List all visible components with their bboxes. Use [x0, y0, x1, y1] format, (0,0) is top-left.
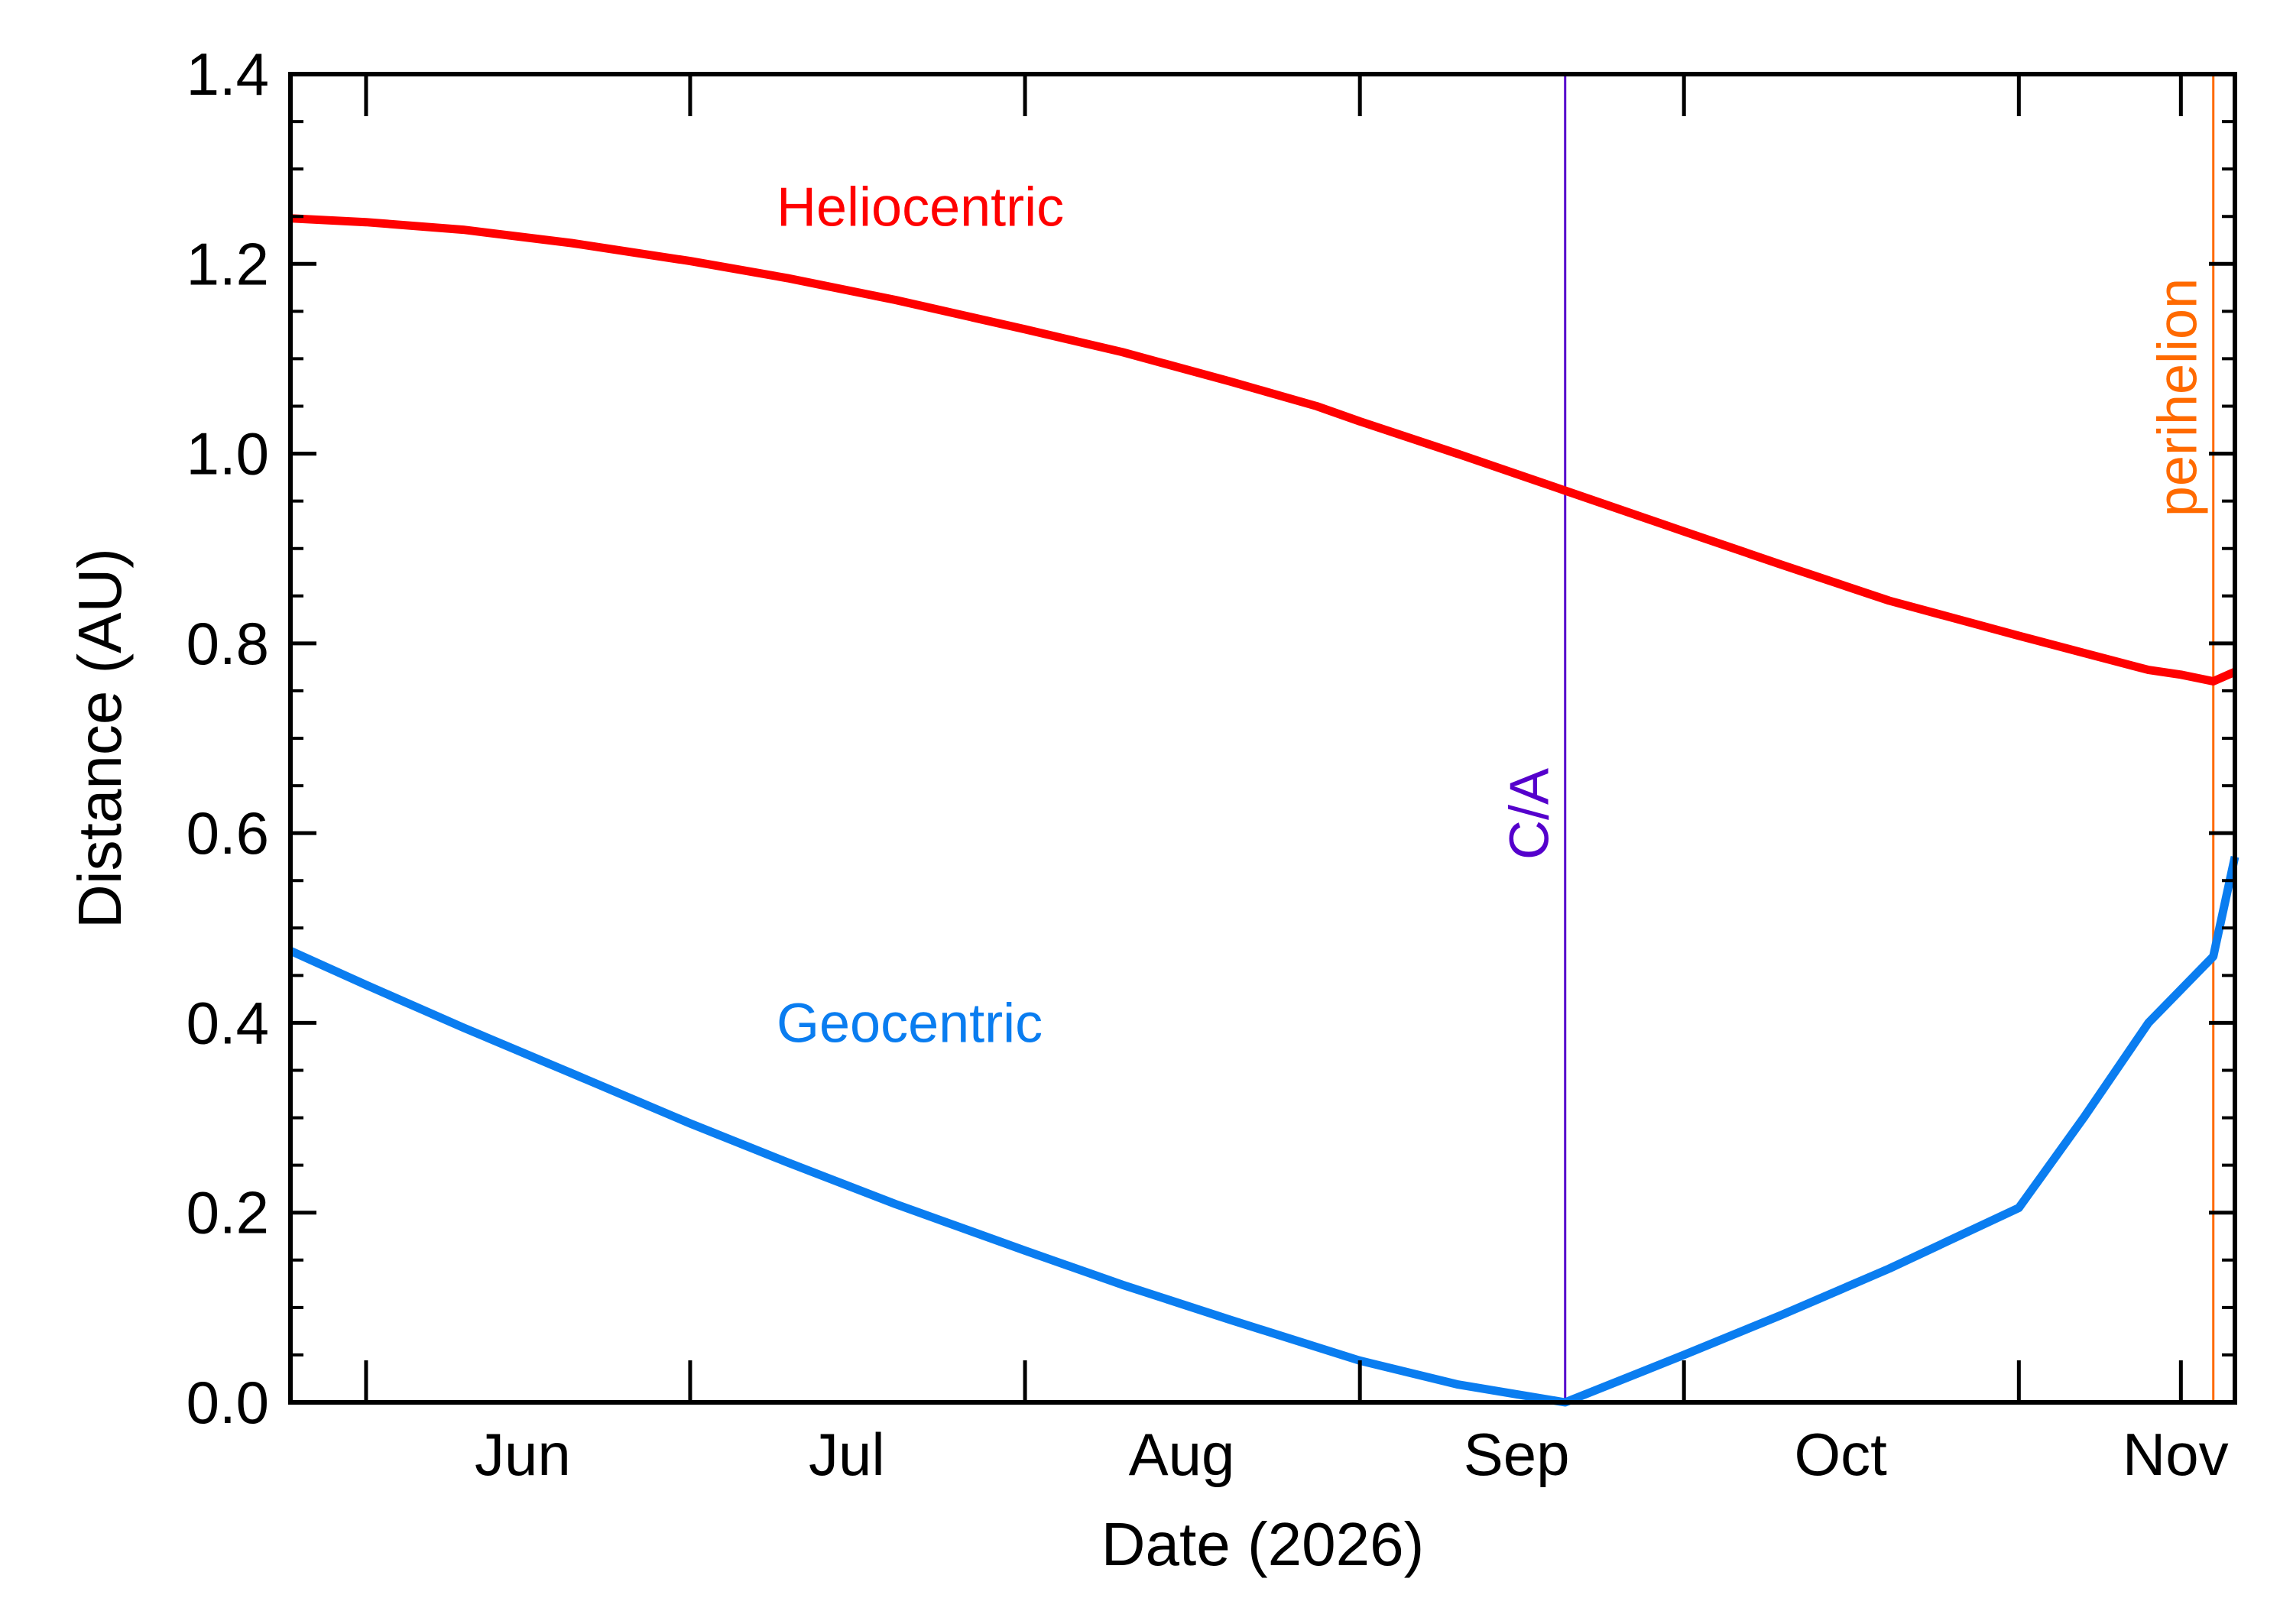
series-label-heliocentric: Heliocentric [777, 177, 1064, 238]
y-tick-label: 0.8 [186, 610, 269, 677]
plot-frame [288, 72, 2237, 1405]
y-tick-label: 1.0 [186, 420, 269, 488]
marker-label: perihelion [2148, 278, 2209, 517]
y-tick-label: 0.2 [186, 1179, 269, 1246]
marker-label: C/A [1500, 768, 1561, 860]
y-tick-label: 1.2 [186, 230, 269, 297]
y-tick-label: 1.4 [186, 41, 269, 108]
x-tick-label: Aug [1129, 1421, 1235, 1488]
x-tick-label: Jul [809, 1421, 885, 1488]
x-axis-title: Date (2026) [1101, 1510, 1424, 1578]
series-label-geocentric: Geocentric [777, 993, 1043, 1054]
x-tick-label: Jun [475, 1421, 571, 1488]
x-tick-label: Sep [1464, 1421, 1570, 1488]
x-tick-label: Oct [1794, 1421, 1887, 1488]
y-axis-title: Distance (AU) [66, 548, 134, 929]
x-tick-label: Nov [2123, 1421, 2229, 1488]
y-tick-label: 0.0 [186, 1369, 269, 1436]
y-tick-label: 0.4 [186, 989, 269, 1056]
series-line-heliocentric [290, 214, 2237, 686]
y-tick-label: 0.6 [186, 799, 269, 867]
